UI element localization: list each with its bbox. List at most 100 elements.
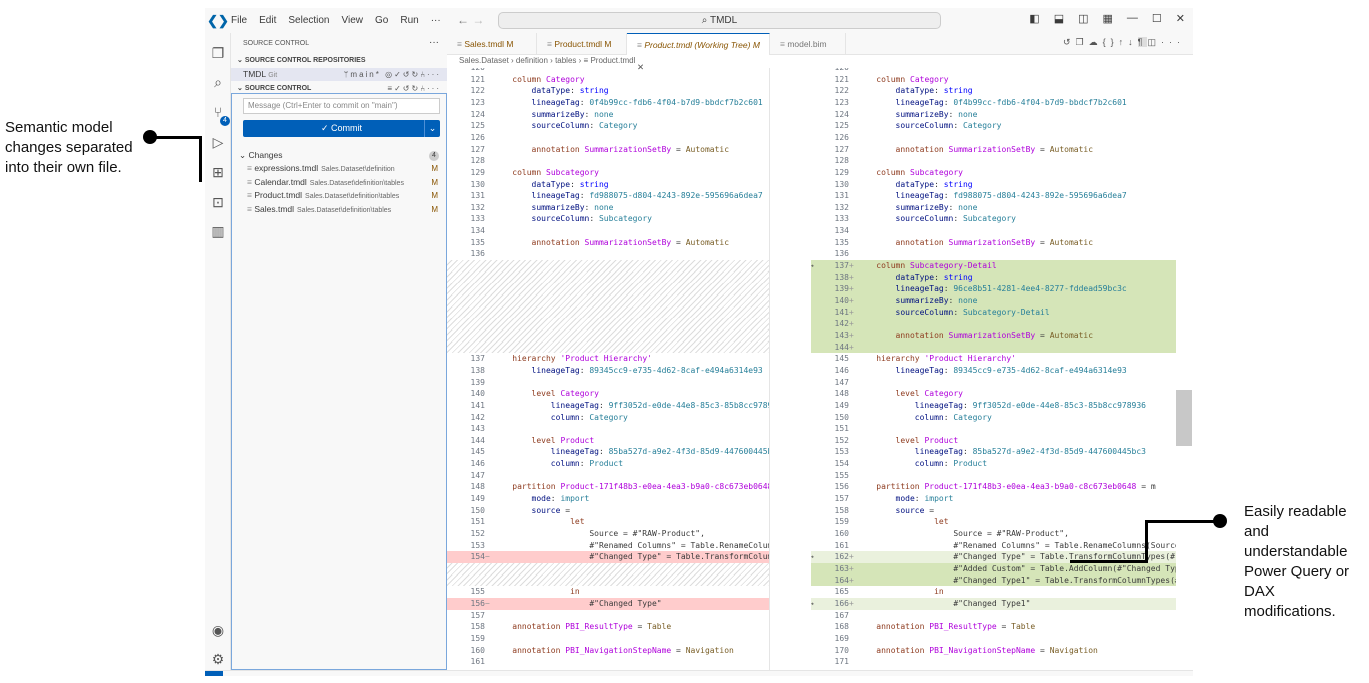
menu-edit[interactable]: Edit xyxy=(259,15,277,26)
menu-bar: File Edit Selection View Go Run ··· xyxy=(231,15,453,26)
search-icon[interactable]: ⌕ xyxy=(214,74,222,90)
close-tab-icon[interactable]: ✕ xyxy=(637,62,645,72)
commit-dropdown-chevron-icon[interactable]: ⌄ xyxy=(424,120,440,137)
code-token xyxy=(493,506,532,515)
account-icon[interactable]: ◉ xyxy=(211,622,225,638)
code-token xyxy=(857,273,896,282)
code-line: 126 xyxy=(447,132,769,144)
toggle-sidebar-icon[interactable]: ◧ xyxy=(1029,13,1040,25)
diff-marker xyxy=(849,505,854,517)
code-token: annotation xyxy=(531,144,580,154)
refresh-icon[interactable]: ↻ xyxy=(411,84,421,93)
breadcrumb-item[interactable]: Sales.Dataset xyxy=(459,56,509,65)
explorer-icon[interactable]: ❐ xyxy=(211,45,225,61)
settings-gear-icon[interactable]: ⚙ xyxy=(211,651,225,667)
tab-product-tmdl[interactable]: ≡ Product.tmdl M xyxy=(537,33,627,55)
view-list-icon[interactable]: ≡ xyxy=(387,84,395,93)
split-editor-icon[interactable]: ◫ xyxy=(1147,37,1161,47)
more-icon[interactable]: ··· xyxy=(1161,37,1185,47)
callout-right: Easily readable and understandable Power… xyxy=(1244,503,1350,620)
code-text: annotation PBI_ResultType = Table xyxy=(493,621,671,633)
diff-marker xyxy=(849,74,854,86)
breadcrumb-item[interactable]: definition xyxy=(515,56,548,65)
history-icon[interactable]: ↺ xyxy=(402,84,412,93)
changed-file-item[interactable]: ≡ Calendar.tmdl Sales.Dataset\definition\… xyxy=(247,176,442,189)
menu-selection[interactable]: Selection xyxy=(288,15,330,26)
code-token: = xyxy=(1035,330,1050,340)
terminal-icon[interactable]: ⊡ xyxy=(212,194,224,210)
changed-file-item[interactable]: ≡ Sales.tmdl Sales.Dataset\definition\tab… xyxy=(247,203,442,216)
breadcrumb-item[interactable]: Product.tmdl xyxy=(590,56,636,65)
repos-section-header[interactable]: ⌄ SOURCE CONTROL REPOSITORIES xyxy=(237,57,366,64)
layout-icon[interactable]: ▦ xyxy=(1102,13,1113,25)
remote-indicator[interactable] xyxy=(205,671,223,676)
revert-arrow-icon[interactable]: → xyxy=(811,552,814,562)
diff-marker xyxy=(485,621,490,633)
minimize-button[interactable]: — xyxy=(1126,12,1138,24)
extensions-icon[interactable]: ⊞ xyxy=(212,164,224,180)
cloud-icon[interactable]: ☁ xyxy=(1088,37,1103,47)
back-arrow-icon[interactable]: ← xyxy=(457,13,469,27)
line-number: 130 xyxy=(834,179,849,189)
revert-arrow-icon[interactable]: → xyxy=(811,598,814,608)
tab-product-working-tree[interactable]: ≡ Product.tmdl (Working Tree) M ✕ xyxy=(627,33,770,72)
menu-more[interactable]: ··· xyxy=(430,15,441,26)
revert-arrow-icon[interactable]: → xyxy=(811,261,814,271)
menu-run[interactable]: Run xyxy=(400,15,419,26)
branch-icon[interactable]: ᛘ xyxy=(343,70,351,79)
graph-icon[interactable]: ⑃ xyxy=(420,70,427,79)
tab-model-bim[interactable]: ≡ model.bim xyxy=(770,33,846,55)
code-line: 157 mode: import xyxy=(811,493,1176,505)
previous-change-icon[interactable]: ↑ xyxy=(1118,37,1129,47)
commit-check-icon[interactable]: ✓ xyxy=(394,84,403,93)
overview-ruler[interactable] xyxy=(1176,390,1192,446)
source-control-icon[interactable]: ⑂ 4 xyxy=(208,104,230,126)
graph-icon[interactable]: ⑃ xyxy=(420,84,427,93)
changed-file-item[interactable]: ≡ expressions.tmdl Sales.Dataset\definiti… xyxy=(247,162,442,175)
menu-go[interactable]: Go xyxy=(375,15,389,26)
refresh-icon[interactable]: ↻ xyxy=(411,70,421,79)
code-token: 9ff3052d-e0de-44e8-85c3-85b8cc978936 xyxy=(972,400,1146,410)
line-number: 139 xyxy=(834,284,849,294)
pilcrow-icon[interactable]: ¶ xyxy=(1137,37,1148,47)
whitespace-icon[interactable]: {} xyxy=(1102,37,1119,47)
close-button[interactable]: ✕ xyxy=(1175,13,1185,25)
code-text: dataType: string xyxy=(857,85,973,97)
tab-sales-tmdl[interactable]: ≡ Sales.tmdl M xyxy=(447,33,537,55)
toggle-panel-icon[interactable]: ⬓ xyxy=(1053,13,1065,25)
commit-message-input[interactable]: Message (Ctrl+Enter to commit on "main") xyxy=(243,98,440,114)
branch-name[interactable]: main* xyxy=(350,70,381,79)
next-change-icon[interactable]: ↓ xyxy=(1128,37,1138,47)
menu-file[interactable]: File xyxy=(231,15,248,26)
changed-file-item[interactable]: ≡ Product.tmdl Sales.Dataset\definition\t… xyxy=(247,189,442,202)
line-number: 164 xyxy=(834,575,849,585)
tab-status: M xyxy=(506,39,514,49)
eye-icon[interactable]: ◎ xyxy=(385,70,395,79)
maximize-button[interactable]: ☐ xyxy=(1151,13,1162,25)
toggle-secondary-sidebar-icon[interactable]: ◫ xyxy=(1078,13,1089,25)
more-actions-icon[interactable]: ··· xyxy=(429,37,439,48)
menu-view[interactable]: View xyxy=(341,15,364,26)
more-icon[interactable]: ··· xyxy=(427,84,441,93)
history-icon[interactable]: ↺ xyxy=(402,70,412,79)
check-icon[interactable]: ✓ xyxy=(394,70,403,79)
code-token: let xyxy=(934,517,949,527)
command-center[interactable]: ⌕ TMDL xyxy=(498,12,941,29)
repo-row-tmdl[interactable]: TMDL Git ᛘmain* ◎✓↺↻⑃··· xyxy=(231,68,447,81)
code-line: 123 lineageTag: 0f4b99cc-fdb6-4f04-b7d9-… xyxy=(447,97,769,109)
history-icon[interactable]: ↺ xyxy=(1063,37,1076,47)
open-file-icon[interactable]: ❐ xyxy=(1075,37,1089,47)
line-number: 140 xyxy=(470,389,485,399)
source-control-section-header[interactable]: ⌄ SOURCE CONTROL ≡✓↺↻⑃··· xyxy=(237,84,441,93)
changes-group-header[interactable]: ⌄ Changes 4 xyxy=(231,149,447,162)
run-debug-icon[interactable]: ▷ xyxy=(212,134,224,150)
more-icon[interactable]: ··· xyxy=(427,70,441,79)
commit-button[interactable]: ✓ Commit ⌄ xyxy=(243,120,440,137)
forward-arrow-icon[interactable]: → xyxy=(472,13,485,27)
breadcrumb-item[interactable]: tables xyxy=(555,56,577,65)
code-token xyxy=(857,98,896,107)
chart-icon[interactable]: ▥ xyxy=(211,223,225,239)
code-token: none xyxy=(594,202,614,212)
